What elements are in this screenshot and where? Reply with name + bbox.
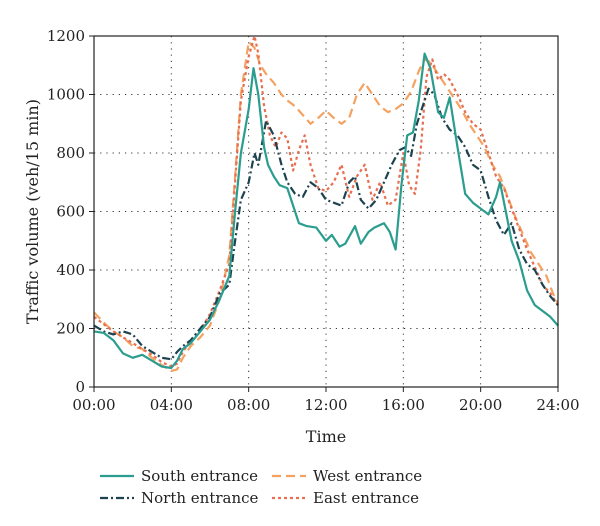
legend: South entrance North entrance West entranc…: [100, 467, 422, 507]
y-tick-label: 0: [75, 378, 85, 396]
x-tick-label: 04:00: [150, 396, 193, 414]
x-tick-label: 16:00: [382, 396, 425, 414]
y-tick-label: 1200: [47, 27, 85, 45]
legend-label: West entrance: [313, 467, 422, 485]
series-line-west-entrance: [93, 40, 559, 372]
y-tick-label: 400: [56, 261, 85, 279]
series-lines: [93, 34, 559, 372]
legend-label: North entrance: [141, 489, 259, 507]
series-line-east-entrance: [93, 34, 559, 368]
series-line-north-entrance: [93, 87, 559, 361]
x-tick-label: 00:00: [72, 396, 115, 414]
x-tick-label: 08:00: [227, 396, 270, 414]
y-tick-label: 1000: [47, 86, 85, 104]
y-tick-label: 200: [56, 320, 85, 338]
x-tick-label: 24:00: [536, 396, 579, 414]
axis-ticks: 00:00 04:00 08:00 12:00 16:00 20:00 24:00 0 200 4…: [47, 27, 580, 414]
legend-label: East entrance: [313, 489, 419, 507]
grid-lines: [94, 36, 558, 387]
x-tick-label: 12:00: [304, 396, 347, 414]
y-axis-label: Traffic volume (veh/15 min): [23, 99, 42, 324]
legend-label: South entrance: [141, 467, 258, 485]
x-tick-label: 20:00: [459, 396, 502, 414]
x-axis-label: Time: [306, 427, 346, 446]
y-tick-label: 800: [56, 144, 85, 162]
series-line-south-entrance: [93, 52, 559, 370]
y-tick-label: 600: [56, 203, 85, 221]
